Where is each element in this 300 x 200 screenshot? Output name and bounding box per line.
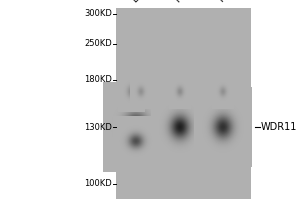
Bar	[116, 8, 250, 199]
Text: HepG2: HepG2	[217, 0, 245, 4]
Text: 130KD: 130KD	[84, 122, 112, 132]
Text: 300KD: 300KD	[84, 9, 112, 19]
Text: WDR11: WDR11	[261, 122, 297, 132]
Text: DU145: DU145	[130, 0, 158, 4]
Text: 250KD: 250KD	[84, 40, 112, 48]
Text: 100KD: 100KD	[84, 180, 112, 188]
Text: HL60: HL60	[174, 0, 196, 4]
Text: 180KD: 180KD	[84, 75, 112, 84]
